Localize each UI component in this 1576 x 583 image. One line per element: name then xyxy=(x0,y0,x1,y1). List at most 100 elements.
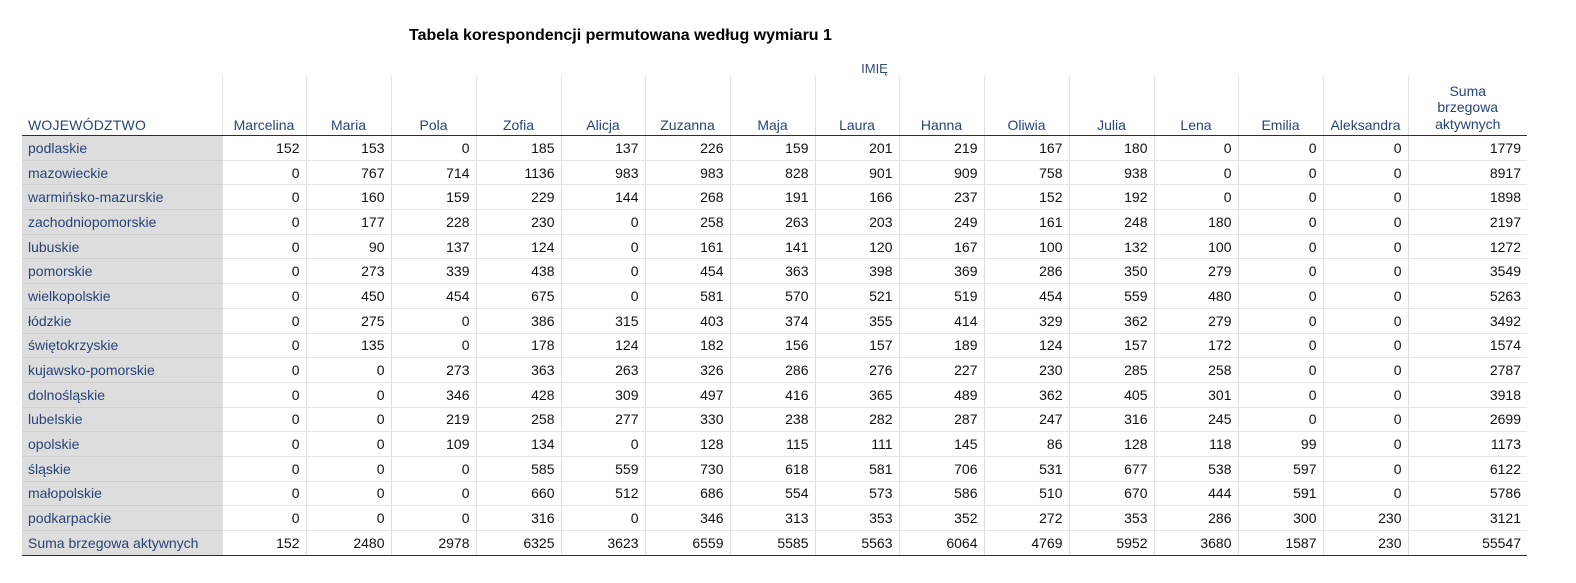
column-group-label: IMIĘ xyxy=(861,61,888,76)
column-header: Aleksandra xyxy=(1322,76,1408,136)
table-cell: 1587 xyxy=(1237,530,1323,556)
table-cell: 591 xyxy=(1237,481,1323,507)
table-cell: 454 xyxy=(644,258,730,285)
row-label: pomorskie xyxy=(22,258,222,285)
table-cell: 124 xyxy=(560,333,645,359)
table-cell: 416 xyxy=(729,382,815,408)
table-cell: 0 xyxy=(221,431,306,457)
table-cell: 0 xyxy=(560,505,645,531)
total-row: Suma brzegowa aktywnych 152 2480 2978 6325 36… xyxy=(22,530,1527,556)
table-cell: 1779 xyxy=(1407,135,1527,161)
table-cell: 5263 xyxy=(1407,283,1527,309)
table-cell: 403 xyxy=(644,308,730,334)
table-cell: 0 xyxy=(1237,382,1323,408)
table-cell: 0 xyxy=(1322,160,1408,186)
table-cell: 363 xyxy=(729,258,815,285)
row-label: lubuskie xyxy=(22,234,222,260)
table-cell: 519 xyxy=(898,283,984,309)
table-cell: 230 xyxy=(1322,530,1408,556)
table-cell: 2480 xyxy=(305,530,391,556)
table-cell: 55547 xyxy=(1407,530,1527,556)
table-cell: 0 xyxy=(1237,160,1323,186)
table-cell: 0 xyxy=(1237,283,1323,309)
table-cell: 159 xyxy=(729,135,815,161)
table-cell: 128 xyxy=(1068,431,1154,457)
table-cell: 201 xyxy=(814,135,899,161)
table-cell: 258 xyxy=(475,407,561,433)
table-cell: 230 xyxy=(1322,505,1408,531)
table-cell: 1574 xyxy=(1407,333,1527,359)
table-cell: 0 xyxy=(1237,184,1323,211)
table-cell: 100 xyxy=(983,234,1069,260)
table-cell: 219 xyxy=(390,407,476,433)
column-header: Marcelina xyxy=(221,76,306,136)
table-cell: 167 xyxy=(983,135,1069,161)
table-cell: 137 xyxy=(560,135,645,161)
table-cell: 145 xyxy=(898,431,984,457)
table-cell: 363 xyxy=(475,357,561,383)
table-cell: 152 xyxy=(983,184,1069,211)
table-cell: 386 xyxy=(475,308,561,334)
table-cell: 5563 xyxy=(814,530,899,556)
table-cell: 0 xyxy=(1322,209,1408,235)
column-header: Zofia xyxy=(475,76,561,136)
table-cell: 172 xyxy=(1153,333,1238,359)
table-cell: 0 xyxy=(1237,135,1323,161)
table-cell: 191 xyxy=(729,184,815,211)
table-cell: 2699 xyxy=(1407,407,1527,433)
table-cell: 5585 xyxy=(729,530,815,556)
table-cell: 180 xyxy=(1068,135,1154,161)
table-cell: 706 xyxy=(898,456,984,482)
column-header: Lena xyxy=(1153,76,1238,136)
row-label: wielkopolskie xyxy=(22,283,222,309)
table-cell: 153 xyxy=(305,135,391,161)
table-cell: 0 xyxy=(221,258,306,285)
table-cell: 286 xyxy=(983,258,1069,285)
table-cell: 6325 xyxy=(475,530,561,556)
table-row: kujawsko-pomorskie 0 0 273 363 263 326 286 276 22… xyxy=(22,357,1527,383)
column-header: Maria xyxy=(305,76,391,136)
table-cell: 0 xyxy=(221,382,306,408)
table-cell: 559 xyxy=(560,456,645,482)
table-cell: 983 xyxy=(560,160,645,186)
table-cell: 3680 xyxy=(1153,530,1238,556)
table-cell: 159 xyxy=(390,184,476,211)
table-row: dolnośląskie 0 0 346 428 309 497 416 365 489 362 40… xyxy=(22,382,1527,408)
table-cell: 670 xyxy=(1068,481,1154,507)
table-cell: 0 xyxy=(1322,283,1408,309)
table-cell: 137 xyxy=(390,234,476,260)
column-header: Oliwia xyxy=(983,76,1069,136)
table-cell: 273 xyxy=(305,258,391,285)
table-cell: 272 xyxy=(983,505,1069,531)
table-cell: 0 xyxy=(1153,135,1238,161)
table-cell: 219 xyxy=(898,135,984,161)
column-header: Zuzanna xyxy=(644,76,730,136)
table-cell: 0 xyxy=(390,333,476,359)
table-cell: 0 xyxy=(1322,357,1408,383)
table-cell: 2978 xyxy=(390,530,476,556)
table-cell: 90 xyxy=(305,234,391,260)
table-cell: 282 xyxy=(814,407,899,433)
row-label: kujawsko-pomorskie xyxy=(22,357,222,383)
table-row: podkarpackie 0 0 0 316 0 346 313 353 352 272 353 286… xyxy=(22,505,1527,531)
table-cell: 0 xyxy=(1322,456,1408,482)
table-cell: 454 xyxy=(983,283,1069,309)
table-cell: 983 xyxy=(644,160,730,186)
table-title: Tabela korespondencji permutowana według… xyxy=(409,27,832,44)
table-cell: 350 xyxy=(1068,258,1154,285)
table-row: pomorskie 0 273 339 438 0 454 363 398 369 286 350 27… xyxy=(22,258,1527,285)
row-label: warmińsko-mazurskie xyxy=(22,184,222,211)
table-cell: 180 xyxy=(1153,209,1238,235)
table-cell: 339 xyxy=(390,258,476,285)
table-cell: 0 xyxy=(1237,333,1323,359)
table-cell: 0 xyxy=(390,308,476,334)
table-cell: 248 xyxy=(1068,209,1154,235)
table-row: małopolskie 0 0 0 660 512 686 554 573 586 510 670 44… xyxy=(22,481,1527,507)
table-cell: 1898 xyxy=(1407,184,1527,211)
table-cell: 570 xyxy=(729,283,815,309)
row-label: podlaskie xyxy=(22,135,222,161)
table-cell: 618 xyxy=(729,456,815,482)
table-cell: 0 xyxy=(221,456,306,482)
table-cell: 0 xyxy=(221,481,306,507)
table-cell: 0 xyxy=(221,160,306,186)
